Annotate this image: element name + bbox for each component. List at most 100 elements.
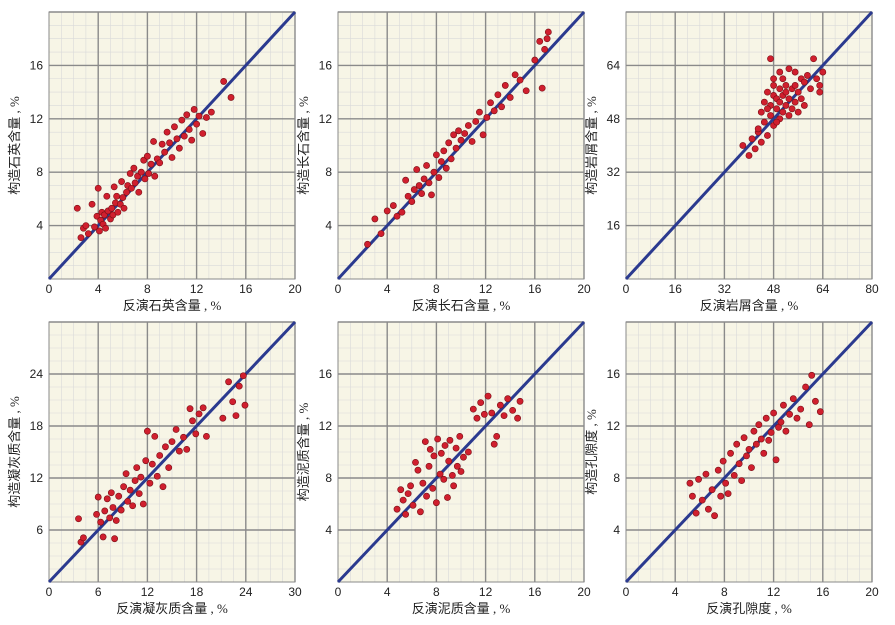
data-point [767,55,774,63]
y-tick-label: 16 [607,219,621,233]
scatter-panel-6: 0 4 8 12 16 20 4 8 12 16 反演孔隙度 , % 构造孔隙度 , % [584,320,879,616]
data-point [800,78,808,86]
x-tick-label: 0 [623,282,630,296]
data-point [393,505,401,513]
data-point [229,398,237,406]
data-point [739,142,747,149]
data-point [807,85,814,93]
x-tick-label: 12 [479,585,493,599]
data-point [797,95,805,103]
data-point [389,202,397,209]
data-point [410,186,418,193]
data-point [764,132,771,139]
data-point [541,45,549,53]
data-point [767,429,775,436]
y-axis-label: 构造石英含量 , % [7,96,22,195]
data-point [158,140,166,148]
data-point [735,460,743,468]
data-point [500,412,508,419]
data-point [514,414,521,422]
data-point [101,507,109,515]
data-point [714,466,722,474]
data-point [480,410,488,418]
data-point [788,105,796,113]
data-point [235,382,243,390]
data-point [808,371,816,379]
data-point [805,421,813,429]
data-point [785,95,793,103]
data-point [172,426,180,433]
data-point [219,414,227,422]
data-point [417,508,424,516]
x-tick-label: 4 [384,585,391,599]
x-tick-label: 32 [718,282,732,296]
x-axis-label: 反演长石含量 , % [412,298,511,313]
data-point [151,172,159,180]
data-point [430,168,438,176]
data-point [782,88,790,96]
data-point [151,432,159,440]
data-point [789,395,797,403]
data-point [171,123,178,131]
data-point [437,158,445,165]
data-point [782,427,790,435]
y-tick-label: 24 [30,367,44,381]
x-tick-label: 0 [623,585,630,599]
data-point [812,397,819,405]
data-point [119,194,127,201]
x-tick-label: 16 [669,282,683,296]
data-point [487,99,494,107]
data-point [73,204,81,212]
y-tick-label: 8 [36,165,43,179]
data-point [425,179,433,187]
x-tick-label: 6 [95,585,102,599]
data-point [782,102,790,109]
data-point [192,430,200,438]
data-point [483,114,491,121]
data-point [195,112,203,120]
data-point [511,71,519,79]
x-tick-label: 16 [239,282,253,296]
data-point [757,435,765,443]
data-point [408,198,416,205]
data-point [777,418,785,426]
data-point [457,468,465,475]
data-point [129,502,137,510]
data-point [762,414,770,422]
data-point [522,87,530,95]
data-point [544,28,552,36]
data-point [103,192,111,200]
data-point [722,479,730,487]
data-point [464,448,472,456]
data-point [506,94,514,101]
scatter-panel-1: 0 4 8 12 16 20 4 8 12 16 反演石英含量 , % 构造石英含量 , % [7,10,302,313]
data-point [479,131,487,139]
data-point [195,410,203,418]
data-point [755,421,763,429]
y-tick-label: 4 [613,523,620,537]
data-point [166,139,173,147]
x-tick-label: 64 [816,282,830,296]
x-tick-label: 20 [577,585,591,599]
data-point [404,490,412,497]
data-point [77,234,85,242]
x-tick-label: 16 [528,585,542,599]
data-point [399,496,407,504]
data-point [804,72,811,79]
reference-line [624,10,874,281]
data-point [402,511,410,518]
data-point [698,496,706,504]
data-point [165,464,173,471]
data-point [109,504,117,511]
data-point [102,224,109,232]
data-point [207,108,215,116]
plot-frame [337,321,585,583]
data-point [689,492,696,500]
x-tick-label: 8 [721,585,728,599]
data-point [220,78,228,85]
data-point [145,170,153,177]
data-point [686,479,694,487]
data-point [113,192,121,200]
data-point [131,477,139,484]
